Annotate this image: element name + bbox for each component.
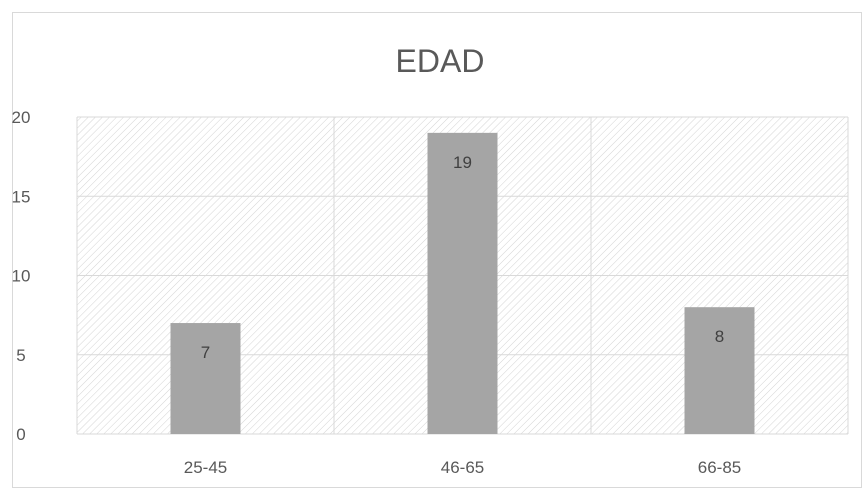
chart-title: EDAD bbox=[396, 43, 485, 79]
bar-25-45 bbox=[170, 323, 241, 434]
y-tick-label: 5 bbox=[16, 346, 25, 365]
y-tick-label: 20 bbox=[12, 108, 31, 127]
y-tick-label: 15 bbox=[12, 187, 31, 206]
x-tick-label: 25-45 bbox=[184, 458, 227, 477]
bars bbox=[170, 132, 755, 434]
bar-66-85 bbox=[684, 307, 755, 434]
y-tick-label: 0 bbox=[16, 425, 25, 444]
data-label: 8 bbox=[715, 327, 724, 346]
x-axis-ticks: 25-45 46-65 66-85 bbox=[184, 458, 741, 477]
data-label: 7 bbox=[201, 343, 210, 362]
data-label: 19 bbox=[453, 153, 472, 172]
y-tick-label: 10 bbox=[12, 267, 31, 286]
bar-46-65 bbox=[427, 132, 498, 434]
x-tick-label: 66-85 bbox=[698, 458, 741, 477]
x-tick-label: 46-65 bbox=[441, 458, 484, 477]
y-axis-ticks: 0 5 10 15 20 bbox=[12, 108, 31, 444]
data-labels: 7 19 8 bbox=[201, 153, 724, 362]
